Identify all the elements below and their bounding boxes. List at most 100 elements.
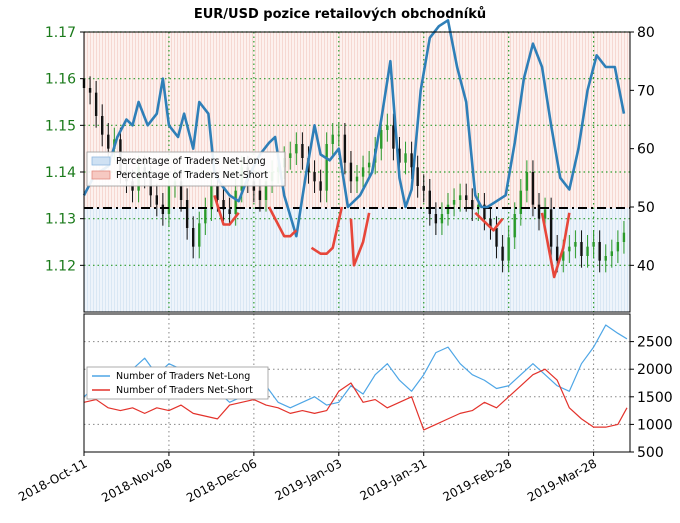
price-candle bbox=[586, 246, 589, 256]
price-candle bbox=[367, 162, 371, 168]
count-tick-label: 2500 bbox=[637, 335, 673, 351]
price-candle bbox=[258, 190, 262, 200]
x-tick-label: 2019-Jan-31 bbox=[358, 456, 430, 503]
price-candle bbox=[192, 228, 195, 247]
price-candle bbox=[446, 204, 450, 214]
top-panel: 1.12 1.13 1.14 1.15 1.16 1.17 40 50 60 70 80 Perc… bbox=[45, 19, 655, 313]
price-candle bbox=[343, 134, 347, 163]
legend-label-net-long-pct: Percentage of Traders Net-Long bbox=[116, 156, 266, 167]
top-series bbox=[82, 19, 626, 279]
price-candle bbox=[398, 148, 401, 163]
price-candle bbox=[161, 204, 165, 214]
price-tick-label: 1.12 bbox=[45, 258, 76, 274]
bottom-legend: Number of Traders Net-Long Number of Trad… bbox=[86, 366, 269, 400]
price-candle bbox=[167, 186, 171, 214]
bottom-panel-frame bbox=[83, 313, 631, 453]
price-candle bbox=[155, 195, 158, 205]
x-tick-label: 2019-Jan-03 bbox=[273, 456, 345, 503]
price-candle bbox=[513, 214, 516, 238]
price-tick-label: 1.16 bbox=[45, 72, 76, 88]
price-candle bbox=[574, 242, 577, 247]
price-candle bbox=[610, 251, 613, 256]
price-candle bbox=[392, 125, 395, 149]
price-candle bbox=[361, 167, 365, 177]
price-candle bbox=[319, 181, 322, 191]
price-candle bbox=[452, 200, 456, 205]
price-candle bbox=[458, 195, 462, 200]
legend-label-net-short-pct: Percentage of Traders Net-Short bbox=[116, 170, 268, 181]
price-candle bbox=[204, 209, 207, 224]
series-net-short-pct-line bbox=[349, 212, 371, 267]
percent-tick-label: 40 bbox=[637, 258, 655, 274]
price-candle bbox=[301, 144, 304, 158]
count-tick-label: 500 bbox=[637, 445, 664, 461]
count-tick-label: 2000 bbox=[637, 362, 673, 378]
price-candle bbox=[234, 190, 237, 214]
price-candle bbox=[501, 246, 504, 261]
price-candle bbox=[325, 144, 328, 191]
price-candle bbox=[198, 223, 201, 247]
legend-swatch-net-short-pct bbox=[91, 170, 111, 180]
price-candle bbox=[556, 246, 559, 261]
legend-label-count-net-short: Number of Traders Net-Short bbox=[116, 385, 253, 396]
top-right-axis: 40 50 60 70 80 bbox=[630, 25, 655, 274]
price-candle bbox=[386, 125, 389, 130]
price-candle bbox=[185, 200, 189, 228]
price-candle bbox=[616, 242, 620, 252]
price-candle bbox=[428, 190, 431, 214]
series-net-short-pct-line bbox=[540, 212, 571, 279]
price-candle bbox=[440, 214, 444, 224]
price-candle bbox=[622, 232, 626, 242]
price-candle bbox=[471, 200, 474, 210]
price-candle bbox=[592, 242, 595, 247]
series-count-net-short-line bbox=[83, 368, 628, 431]
top-legend-frame bbox=[86, 151, 286, 187]
price-candle bbox=[337, 134, 340, 136]
price-candle bbox=[88, 88, 92, 93]
price-candle bbox=[489, 218, 492, 228]
bottom-legend-frame bbox=[86, 366, 269, 400]
top-left-axis: 1.12 1.13 1.14 1.15 1.16 1.17 bbox=[45, 25, 84, 274]
x-tick-label: 2019-Feb-28 bbox=[441, 456, 514, 504]
count-tick-label: 1000 bbox=[637, 417, 673, 433]
price-candle bbox=[331, 134, 334, 144]
percent-tick-label: 50 bbox=[637, 200, 655, 216]
price-candle bbox=[264, 181, 268, 200]
series-net-short-pct-line bbox=[213, 194, 240, 226]
price-candle bbox=[531, 172, 535, 205]
price-candle bbox=[549, 209, 553, 247]
x-tick-label: 2019-Mar-28 bbox=[525, 456, 599, 504]
price-candle bbox=[289, 153, 292, 158]
bottom-right-axis: 500 1000 1500 2000 2500 bbox=[630, 335, 673, 461]
bottom-series bbox=[83, 324, 628, 431]
price-candle bbox=[604, 256, 607, 261]
price-candle bbox=[210, 186, 213, 210]
chart-title: EUR/USD pozice retailových obchodníků bbox=[194, 7, 486, 22]
price-candle bbox=[355, 176, 359, 182]
series-net-long-pct-line bbox=[82, 19, 626, 238]
price-candle bbox=[410, 153, 413, 168]
legend-swatch-net-long-pct bbox=[91, 156, 111, 166]
price-tick-label: 1.13 bbox=[45, 212, 76, 228]
bottom-panel: 500 1000 1500 2000 2500 Number of Traders Ne… bbox=[83, 313, 673, 461]
price-candle bbox=[404, 153, 407, 163]
price-candle bbox=[519, 190, 522, 214]
price-candle bbox=[94, 92, 98, 116]
price-candle bbox=[313, 172, 316, 182]
series-net-short-pct-line bbox=[474, 211, 504, 232]
price-candle bbox=[416, 167, 419, 186]
price-candle bbox=[422, 186, 425, 191]
price-candle bbox=[465, 195, 468, 200]
price-candle bbox=[380, 130, 383, 149]
price-tick-label: 1.17 bbox=[45, 25, 76, 41]
price-candle bbox=[495, 228, 498, 247]
legend-label-count-net-long: Number of Traders Net-Long bbox=[116, 371, 250, 382]
price-candle bbox=[525, 172, 529, 191]
top-legend: Percentage of Traders Net-Long Percentage… bbox=[86, 151, 286, 187]
series-net-short-pct-line bbox=[310, 206, 344, 255]
count-tick-label: 1500 bbox=[637, 390, 673, 406]
percent-tick-label: 70 bbox=[637, 83, 655, 99]
x-tick-label: 2018-Oct-11 bbox=[16, 456, 89, 504]
price-tick-label: 1.15 bbox=[45, 118, 76, 134]
price-candle bbox=[179, 181, 183, 200]
